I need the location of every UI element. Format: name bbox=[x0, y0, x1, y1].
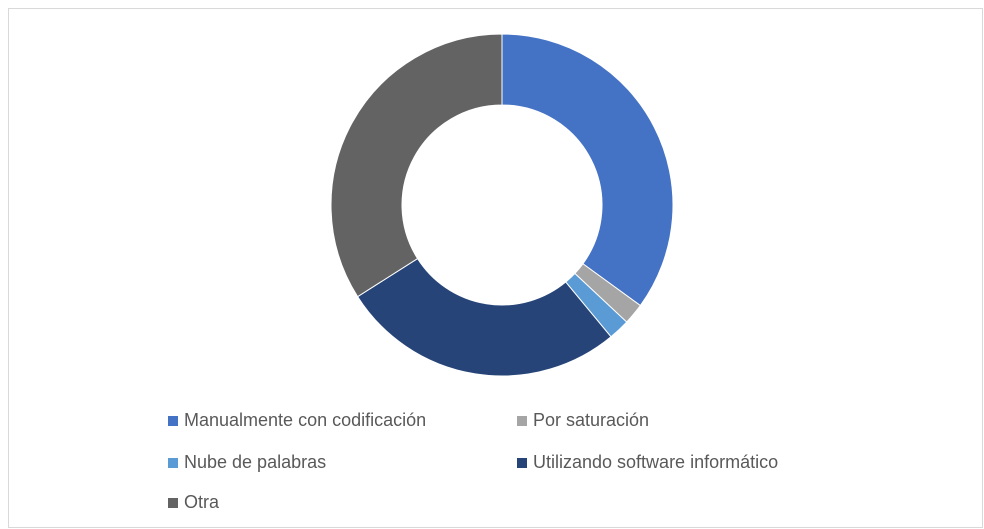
legend-label: Manualmente con codificación bbox=[184, 410, 426, 430]
legend-swatch bbox=[168, 416, 178, 426]
legend-label: Por saturación bbox=[533, 410, 649, 430]
legend-swatch bbox=[517, 458, 527, 468]
legend-label: Nube de palabras bbox=[184, 452, 326, 472]
legend-swatch bbox=[517, 416, 527, 426]
legend-swatch bbox=[168, 458, 178, 468]
legend-label: Utilizando software informático bbox=[533, 452, 778, 472]
legend-label: Otra bbox=[184, 492, 220, 512]
donut-slice bbox=[356, 257, 612, 377]
legend-swatch bbox=[168, 498, 178, 508]
donut-slice bbox=[501, 33, 674, 307]
donut-slice bbox=[330, 33, 503, 298]
